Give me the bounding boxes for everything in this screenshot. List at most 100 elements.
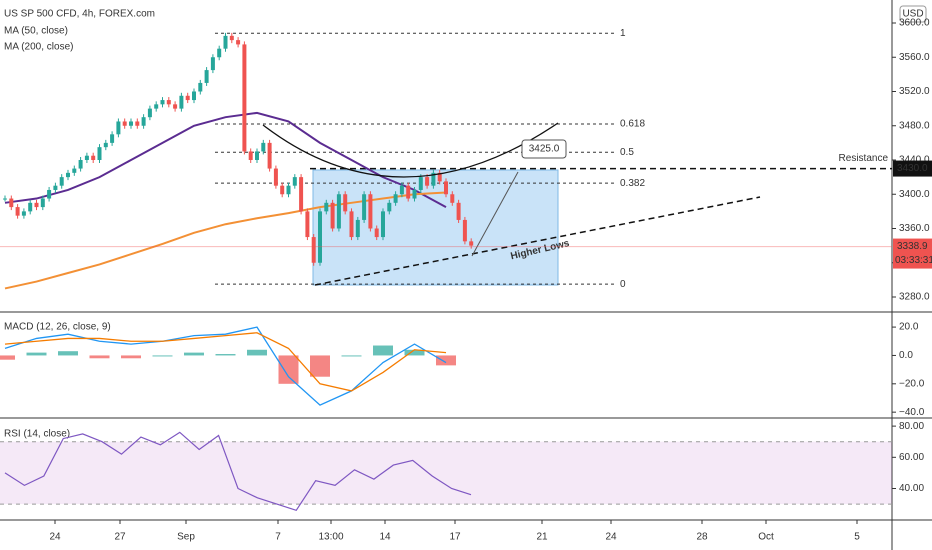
currency-box bbox=[899, 5, 927, 23]
candle-body bbox=[78, 160, 83, 169]
candle-body bbox=[406, 185, 411, 199]
candle-body bbox=[3, 198, 7, 200]
candle-body bbox=[343, 194, 348, 212]
y-tick-label: 3400.0 bbox=[899, 189, 930, 200]
candle-body bbox=[318, 211, 322, 263]
x-tick-label: 14 bbox=[379, 532, 391, 543]
rsi-band bbox=[0, 441, 892, 505]
range-box bbox=[312, 169, 559, 286]
macd-histogram bbox=[341, 355, 362, 357]
candle-body bbox=[103, 142, 108, 148]
candle-body bbox=[198, 82, 203, 92]
macd-title: MACD (12, 26, close, 9) bbox=[4, 322, 111, 333]
candle-body bbox=[292, 177, 297, 186]
candle-body bbox=[34, 202, 39, 208]
resistance-tag bbox=[893, 160, 932, 177]
fib-label: 0.382 bbox=[620, 178, 645, 189]
candle-body bbox=[248, 151, 253, 160]
candle-body bbox=[273, 168, 278, 186]
candle-body bbox=[147, 108, 152, 118]
candle-body bbox=[122, 121, 127, 126]
candle-body bbox=[355, 219, 360, 238]
candle-body bbox=[456, 202, 461, 220]
candle-body bbox=[166, 100, 171, 105]
last-price-label: 3338.9 bbox=[897, 241, 928, 252]
candle-body bbox=[305, 211, 310, 238]
resistance-label: Resistance bbox=[839, 153, 889, 164]
rsi-title: RSI (14, close) bbox=[4, 429, 70, 440]
candle-body bbox=[15, 207, 20, 216]
candle-body bbox=[110, 134, 115, 143]
moving-average bbox=[4, 111, 447, 208]
candle-body bbox=[286, 185, 291, 195]
candle-body bbox=[412, 189, 417, 199]
candle-body bbox=[179, 95, 184, 109]
y-tick-label: 60.00 bbox=[899, 452, 924, 463]
y-tick-label: 3440.0 bbox=[899, 155, 930, 166]
candle-body bbox=[53, 185, 58, 190]
chart-title: US SP 500 CFD, 4h, FOREX.com bbox=[4, 9, 155, 20]
y-tick-label: 3480.0 bbox=[899, 120, 930, 131]
candle-body bbox=[311, 237, 316, 263]
candle-body bbox=[91, 155, 96, 160]
macd-line bbox=[4, 326, 447, 406]
moving-average bbox=[4, 191, 447, 290]
rsi-line bbox=[4, 431, 472, 512]
y-tick-label: 40.00 bbox=[899, 483, 924, 494]
candle-body bbox=[299, 177, 304, 212]
resistance-tag-label: 3430.0 bbox=[897, 163, 928, 174]
y-tick-label: 3560.0 bbox=[899, 52, 930, 63]
y-tick-label: 3520.0 bbox=[899, 86, 930, 97]
macd-histogram bbox=[0, 355, 15, 360]
candle-body bbox=[349, 211, 354, 238]
x-tick-label: 7 bbox=[275, 532, 281, 543]
candle-body bbox=[185, 95, 190, 101]
candle-body bbox=[173, 104, 178, 109]
candle-body bbox=[261, 142, 266, 152]
candle-body bbox=[362, 194, 367, 220]
macd-histogram bbox=[58, 351, 78, 356]
x-tick-label: 27 bbox=[114, 532, 126, 543]
candle-body bbox=[462, 219, 467, 242]
candle-body bbox=[192, 91, 196, 101]
x-tick-label: Sep bbox=[177, 532, 195, 543]
candle-body bbox=[387, 202, 392, 212]
trendline bbox=[314, 196, 761, 286]
macd-histogram bbox=[89, 355, 110, 359]
candle-body bbox=[450, 194, 455, 203]
candle-body bbox=[84, 155, 89, 160]
arc-drawing bbox=[262, 122, 559, 178]
x-tick-label: 13:00 bbox=[318, 532, 343, 543]
macd-histogram bbox=[184, 352, 204, 356]
y-tick-label: 3600.0 bbox=[899, 18, 930, 29]
macd-histogram bbox=[247, 349, 267, 356]
last-price-tag bbox=[893, 238, 932, 269]
target-box bbox=[521, 139, 567, 159]
candle-body bbox=[28, 202, 33, 212]
candle-body bbox=[40, 198, 45, 208]
candle-body bbox=[217, 48, 222, 58]
candle-body bbox=[444, 181, 448, 195]
currency: USD bbox=[902, 9, 923, 20]
candle-body bbox=[236, 40, 241, 45]
fib-label: 0.5 bbox=[620, 147, 634, 158]
candle-body bbox=[116, 121, 121, 135]
candle-body bbox=[336, 194, 341, 229]
macd-line bbox=[4, 332, 447, 392]
candle-body bbox=[368, 194, 373, 229]
countdown: 03:33:31 bbox=[895, 255, 932, 266]
y-tick-label: −40.0 bbox=[899, 407, 925, 418]
fib-label: 0.618 bbox=[620, 119, 645, 130]
macd-histogram bbox=[152, 355, 173, 357]
candle-body bbox=[381, 211, 385, 238]
fib-label: 1 bbox=[620, 28, 626, 39]
candle-body bbox=[47, 189, 52, 199]
x-tick-label: 21 bbox=[536, 532, 548, 543]
candle-body bbox=[437, 172, 442, 182]
y-tick-label: 3360.0 bbox=[899, 223, 930, 234]
candle-body bbox=[160, 100, 165, 105]
candle-body bbox=[324, 202, 329, 212]
y-tick-label: 0.0 bbox=[899, 350, 913, 361]
fib-label: 0 bbox=[620, 279, 626, 290]
